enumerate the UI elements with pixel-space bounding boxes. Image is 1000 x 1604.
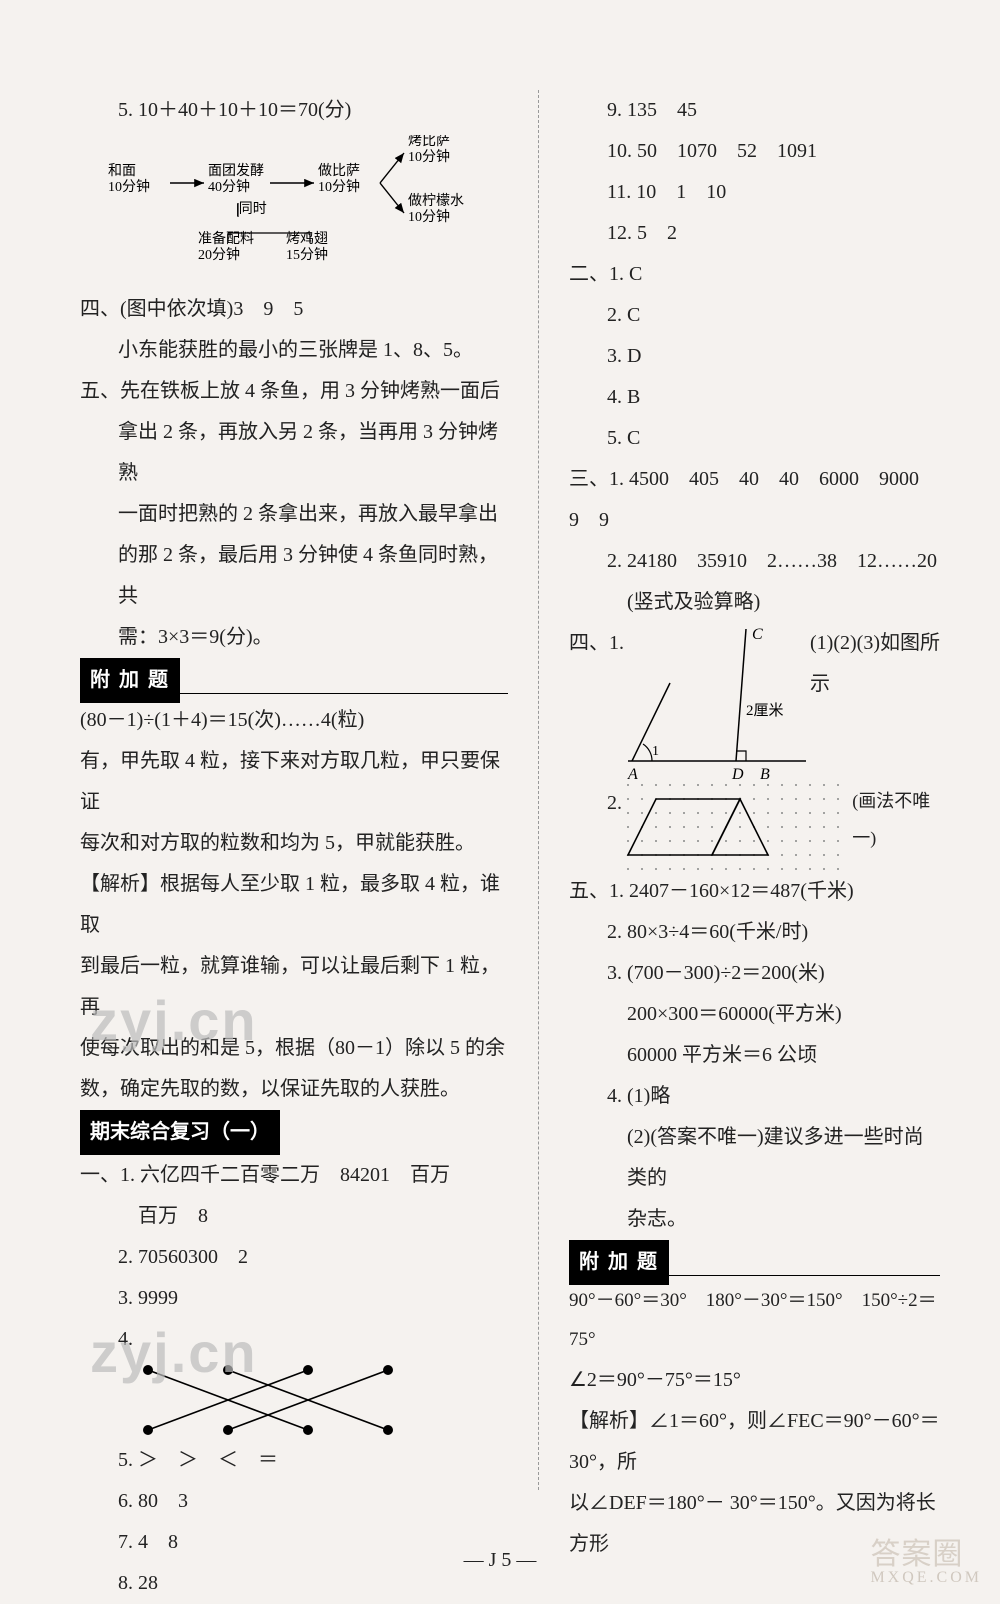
rfj-l3: 【解析】∠1＝60°，则∠FEC＝90°－60°＝ 30°，所 — [569, 1401, 940, 1483]
svg-text:|同时: |同时 — [236, 201, 267, 217]
svg-text:10分钟: 10分钟 — [318, 178, 360, 195]
two-columns: 5. 10＋40＋10＋10＝70(分) 和面10分钟面团发酵40分钟做比萨10… — [80, 90, 940, 1490]
r10: 10. 50 1070 52 1091 — [569, 131, 940, 172]
s2-3: 3. D — [569, 336, 940, 377]
s5-l4b: (2)(答案不唯一)建议多进一些时尚类的 — [569, 1117, 940, 1199]
matching-diagram — [138, 1364, 438, 1436]
left-q5: 5. 10＋40＋10＋10＝70(分) — [80, 90, 508, 131]
page: zyj.cn zyj.cn 5. 10＋40＋10＋10＝70(分) 和面10分… — [0, 0, 1000, 1600]
s5-l3c: 60000 平方米＝6 公顷 — [569, 1035, 940, 1076]
fj-l2: 有，甲先取 4 粒，接下来对方取几粒，甲只要保证 — [80, 741, 508, 823]
fj-l3: 每次和对方取的粒数和均为 5，甲就能获胜。 — [80, 823, 508, 864]
s5-l1: 五、1. 2407－160×12＝487(千米) — [569, 871, 940, 912]
y1-l2: 百万 8 — [80, 1196, 508, 1237]
corner-watermark: 答案圈 MXQE.COM — [870, 1540, 982, 1586]
fujia-heading-right: 附 加 题 — [569, 1240, 940, 1285]
y1-4: 4. — [80, 1319, 508, 1360]
svg-text:40分钟: 40分钟 — [208, 178, 250, 195]
s3-l2: 2. 24180 35910 2……38 12……20 — [569, 541, 940, 582]
fujia-label: 附 加 题 — [80, 658, 180, 703]
right-column: 9. 135 45 10. 50 1070 52 1091 11. 10 1 1… — [569, 90, 940, 1490]
svg-text:面团发酵: 面团发酵 — [208, 163, 264, 179]
s4-note: (1)(2)(3)如图所示 — [810, 623, 940, 705]
svg-text:B: B — [760, 766, 770, 783]
fujia-label-right: 附 加 题 — [569, 1240, 669, 1285]
y1-5: 5. ＞ ＞ ＜ ＝ — [80, 1440, 508, 1481]
y1-l1: 一、1. 六亿四千二百零二万 84201 百万 — [80, 1155, 508, 1196]
svg-text:1: 1 — [652, 744, 659, 759]
s5-l3b: 200×300＝60000(平方米) — [569, 994, 940, 1035]
r11: 11. 10 1 10 — [569, 172, 940, 213]
fj-l1: (80－1)÷(1＋4)＝15(次)……4(粒) — [80, 700, 508, 741]
sec5-l2: 拿出 2 条，再放入另 2 条，当再用 3 分钟烤熟 — [80, 412, 508, 494]
s2-5: 5. C — [569, 418, 940, 459]
sec5-l1: 五、先在铁板上放 4 条鱼，用 3 分钟烤熟一面后 — [80, 371, 508, 412]
s3-l3: (竖式及验算略) — [569, 582, 940, 623]
svg-text:D: D — [731, 766, 744, 783]
sec5-l4: 的那 2 条，最后用 3 分钟使 4 条鱼同时熟，共 — [80, 535, 508, 617]
svg-text:20分钟: 20分钟 — [198, 246, 240, 263]
s2-2: 2. C — [569, 295, 940, 336]
rfj-l2: ∠2＝90°－75°＝15° — [569, 1360, 940, 1401]
s4-2-note: (画法不唯一) — [852, 783, 940, 857]
svg-text:烤比萨: 烤比萨 — [408, 135, 450, 149]
svg-text:10分钟: 10分钟 — [408, 208, 450, 225]
rfj-l1: 90°－60°＝30° 180°－30°＝150° 150°÷2＝75° — [569, 1282, 940, 1360]
svg-text:做柠檬水: 做柠檬水 — [408, 193, 464, 209]
svg-text:2厘米: 2厘米 — [746, 702, 784, 719]
qimo-heading: 期末综合复习（一） — [80, 1110, 508, 1155]
geometry-diagram: A DB C 2厘米 1 — [624, 623, 806, 783]
column-divider — [538, 90, 539, 1490]
s2-head: 二、1. C — [569, 254, 940, 295]
sec4-head: 四、(图中依次填)3 9 5 — [80, 289, 508, 330]
svg-text:A: A — [627, 766, 638, 783]
s4-head: 四、1. — [569, 623, 624, 664]
fj-l5: 到最后一粒，就算谁输，可以让最后剩下 1 粒，再 — [80, 946, 508, 1028]
svg-text:C: C — [752, 626, 763, 643]
s3-l1: 三、1. 4500 405 40 40 6000 9000 9 9 — [569, 459, 940, 541]
s4-row: 四、1. A DB C 2厘米 1 (1)(2)(3)如图所示 — [569, 623, 940, 783]
s2-4: 4. B — [569, 377, 940, 418]
sec5-l5: 需：3×3＝9(分)。 — [80, 617, 508, 658]
flow-diagram: 和面10分钟面团发酵40分钟做比萨10分钟烤比萨10分钟做柠檬水10分钟|同时准… — [108, 135, 508, 285]
sec4-line: 小东能获胜的最小的三张牌是 1、8、5。 — [80, 330, 508, 371]
corner-main: 答案圈 — [870, 1538, 963, 1571]
svg-text:和面: 和面 — [108, 163, 136, 179]
s4-2: 2. — [569, 783, 622, 824]
s5-l2: 2. 80×3÷4＝60(千米/时) — [569, 912, 940, 953]
fujia-heading: 附 加 题 — [80, 658, 508, 703]
y1-3: 3. 9999 — [80, 1278, 508, 1319]
page-footer: — J 5 — — [0, 1549, 1000, 1572]
left-column: 5. 10＋40＋10＋10＝70(分) 和面10分钟面团发酵40分钟做比萨10… — [80, 90, 508, 1490]
fj-l7: 数，确定先取的数，以保证先取的人获胜。 — [80, 1069, 508, 1110]
fj-l4: 【解析】根据每人至少取 1 粒，最多取 4 粒，谁取 — [80, 864, 508, 946]
svg-text:10分钟: 10分钟 — [408, 148, 450, 165]
s5-l4c: 杂志。 — [569, 1199, 940, 1240]
fj-l6: 使每次取出的和是 5，根据（80－1）除以 5 的余 — [80, 1028, 508, 1069]
svg-text:10分钟: 10分钟 — [108, 178, 150, 195]
s5-l4a: 4. (1)略 — [569, 1076, 940, 1117]
svg-text:15分钟: 15分钟 — [286, 246, 328, 263]
y1-2: 2. 70560300 2 — [80, 1237, 508, 1278]
s4-2-row: 2. (画法不唯一) — [569, 783, 940, 871]
grid-diagram — [626, 783, 846, 871]
svg-text:烤鸡翅: 烤鸡翅 — [286, 230, 328, 247]
sec5-l3: 一面时把熟的 2 条拿出来，再放入最早拿出 — [80, 494, 508, 535]
svg-text:做比萨: 做比萨 — [318, 163, 360, 179]
r9: 9. 135 45 — [569, 90, 940, 131]
s5-l3a: 3. (700－300)÷2＝200(米) — [569, 953, 940, 994]
r12: 12. 5 2 — [569, 213, 940, 254]
y1-6: 6. 80 3 — [80, 1481, 508, 1522]
corner-sub: MXQE.COM — [870, 1570, 982, 1586]
qimo-label: 期末综合复习（一） — [80, 1110, 280, 1155]
svg-text:准备配料: 准备配料 — [198, 230, 254, 247]
